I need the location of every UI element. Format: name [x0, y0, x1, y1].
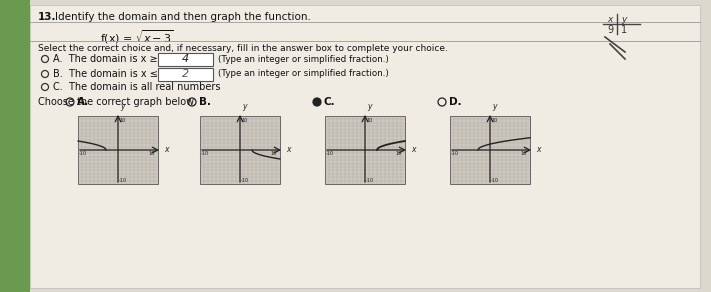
- Text: 9: 9: [607, 25, 613, 35]
- Text: B.  The domain is x ≤: B. The domain is x ≤: [53, 69, 158, 79]
- Text: 10: 10: [270, 151, 277, 156]
- Circle shape: [313, 98, 321, 106]
- Text: A.: A.: [77, 97, 90, 107]
- Text: (Type an integer or simplified fraction.): (Type an integer or simplified fraction.…: [218, 69, 389, 79]
- Bar: [450, 116, 530, 184]
- Text: A.  The domain is x ≥: A. The domain is x ≥: [53, 54, 158, 64]
- Text: C.: C.: [324, 97, 336, 107]
- Text: -10: -10: [241, 178, 249, 183]
- Text: Identify the domain and then graph the function.: Identify the domain and then graph the f…: [55, 12, 311, 22]
- Text: f(x) = $\sqrt{x-3}$: f(x) = $\sqrt{x-3}$: [100, 28, 173, 46]
- Text: 10: 10: [520, 151, 526, 156]
- Text: y: y: [492, 102, 496, 111]
- Text: B.: B.: [199, 97, 211, 107]
- Text: C.  The domain is all real numbers: C. The domain is all real numbers: [53, 82, 220, 92]
- Text: y: y: [120, 102, 124, 111]
- Text: -10: -10: [491, 178, 499, 183]
- Text: 13.: 13.: [38, 12, 56, 22]
- Text: 10: 10: [119, 118, 125, 123]
- Text: 10: 10: [241, 118, 247, 123]
- Text: Choose the correct graph below.: Choose the correct graph below.: [38, 97, 196, 107]
- Bar: [0, 0, 30, 292]
- Text: -10: -10: [326, 151, 334, 156]
- Text: 10: 10: [491, 118, 497, 123]
- Text: 10: 10: [395, 151, 401, 156]
- Bar: [158, 68, 213, 81]
- Text: x: x: [536, 145, 540, 154]
- Text: -10: -10: [79, 151, 87, 156]
- Text: D.: D.: [449, 97, 461, 107]
- Bar: [78, 116, 158, 184]
- Text: Select the correct choice and, if necessary, fill in the answer box to complete : Select the correct choice and, if necess…: [38, 44, 448, 53]
- Text: (Type an integer or simplified fraction.): (Type an integer or simplified fraction.…: [218, 55, 389, 63]
- Text: -10: -10: [366, 178, 374, 183]
- Text: y: y: [621, 15, 626, 24]
- Text: -10: -10: [451, 151, 459, 156]
- Text: x: x: [164, 145, 169, 154]
- Text: 1: 1: [621, 25, 627, 35]
- Text: y: y: [242, 102, 247, 111]
- Text: x: x: [411, 145, 415, 154]
- Text: x: x: [607, 15, 612, 24]
- Text: x: x: [286, 145, 291, 154]
- Text: 4: 4: [182, 54, 189, 64]
- Text: 2: 2: [182, 69, 189, 79]
- Bar: [325, 116, 405, 184]
- Text: 10: 10: [148, 151, 154, 156]
- Text: -10: -10: [119, 178, 127, 183]
- Bar: [158, 53, 213, 66]
- Text: y: y: [367, 102, 372, 111]
- Text: -10: -10: [201, 151, 209, 156]
- Text: 10: 10: [366, 118, 373, 123]
- Bar: [200, 116, 280, 184]
